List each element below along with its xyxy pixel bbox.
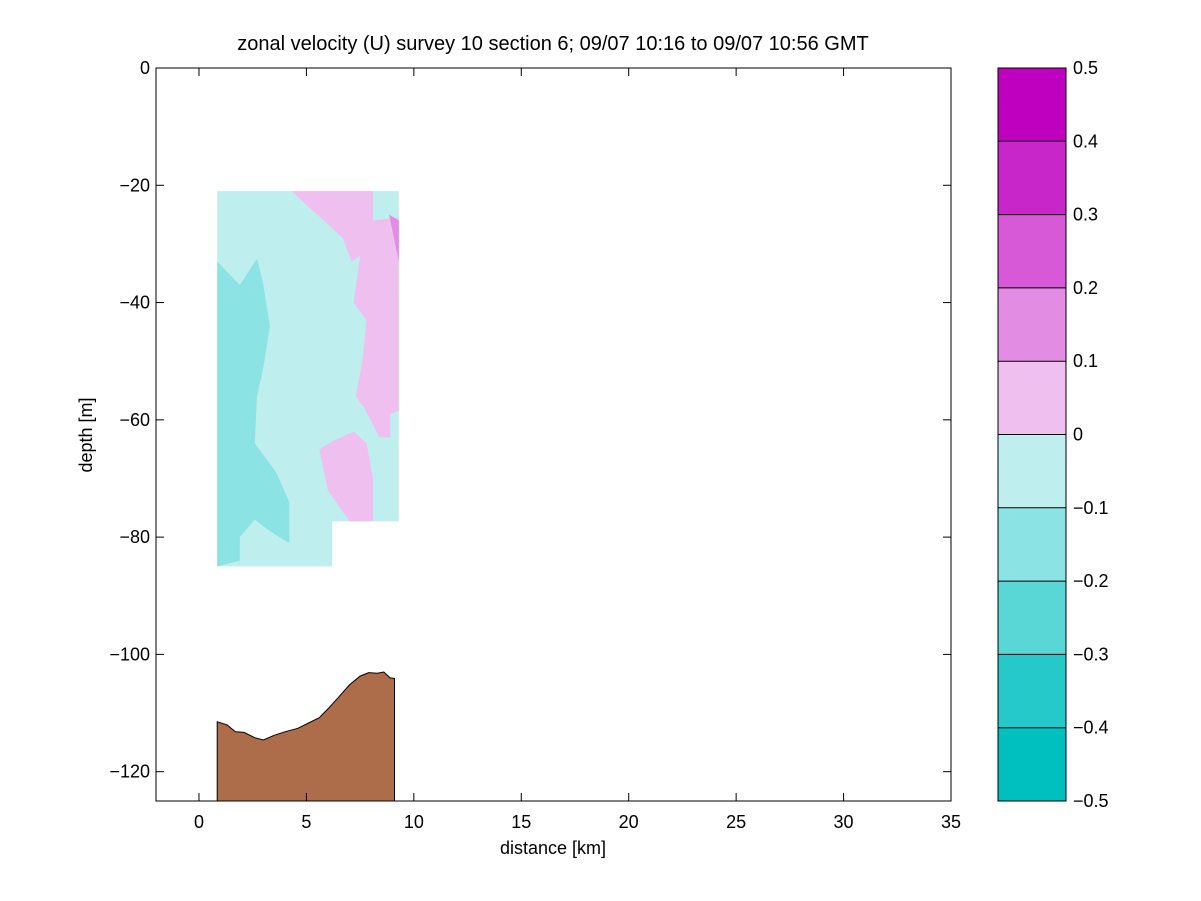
y-axis-label: depth [m]	[76, 397, 96, 472]
x-tick-label: 0	[194, 812, 204, 832]
colorbar-tick-label: 0	[1073, 425, 1083, 445]
colorbar-frame	[997, 67, 1067, 802]
colorbar-band	[998, 361, 1066, 435]
x-tick-label: 10	[404, 812, 424, 832]
y-tick-label: −60	[119, 410, 150, 430]
colorbar-tick-label: 0.1	[1073, 351, 1098, 371]
colorbar-band	[998, 581, 1066, 655]
contour-region-1	[217, 258, 290, 567]
y-tick-label: 0	[140, 58, 150, 78]
colorbar-tick-label: 0.4	[1073, 131, 1098, 151]
colorbar-band	[998, 141, 1066, 215]
colorbar-band	[998, 507, 1066, 582]
colorbar-band	[998, 68, 1066, 142]
y-axis: 0 −20 −40 −60 −80 −100 −120	[109, 58, 951, 782]
contour-region-4	[389, 214, 399, 262]
colorbar-band	[998, 214, 1066, 288]
colorbar-tick-label: −0.1	[1073, 498, 1109, 518]
y-tick-label: −100	[109, 644, 150, 664]
y-tick-label: −20	[119, 175, 150, 195]
x-axis: 0 5 10 15 20 25 30 35	[194, 68, 961, 832]
contour-region-3	[319, 431, 373, 522]
colorbar-band	[998, 727, 1066, 801]
colorbar-band	[998, 434, 1066, 508]
x-tick-label: 30	[834, 812, 854, 832]
colorbar-tick-label: −0.5	[1073, 791, 1109, 811]
bathymetry-bottom	[216, 671, 395, 802]
plot-area	[155, 67, 952, 802]
colorbar-band	[998, 654, 1066, 728]
colorbar-tick-label: 0.5	[1073, 58, 1098, 78]
x-tick-label: 20	[619, 812, 639, 832]
y-tick-label: −40	[119, 293, 150, 313]
colorbar: −0.5 −0.4 −0.3 −0.2 −0.1 0 0.1 0.2 0.3 0.4 0.5	[997, 58, 1109, 811]
y-tick-label: −120	[109, 762, 150, 782]
x-tick-label: 35	[941, 812, 961, 832]
x-tick-label: 15	[511, 812, 531, 832]
x-tick-label: 25	[726, 812, 746, 832]
chart-title: zonal velocity (U) survey 10 section 6; …	[237, 33, 868, 55]
x-axis-label: distance [km]	[500, 838, 606, 858]
x-tick-label: 5	[301, 812, 311, 832]
colorbar-tick-label: 0.2	[1073, 278, 1098, 298]
colorbar-band	[998, 287, 1066, 362]
y-tick-label: −80	[119, 527, 150, 547]
colorbar-tick-label: 0.3	[1073, 205, 1098, 225]
colorbar-tick-label: −0.2	[1073, 571, 1109, 591]
colorbar-tick-label: −0.4	[1073, 718, 1109, 738]
colorbar-tick-label: −0.3	[1073, 644, 1109, 664]
contour-region-2	[291, 191, 399, 438]
axes-frame	[155, 67, 952, 802]
